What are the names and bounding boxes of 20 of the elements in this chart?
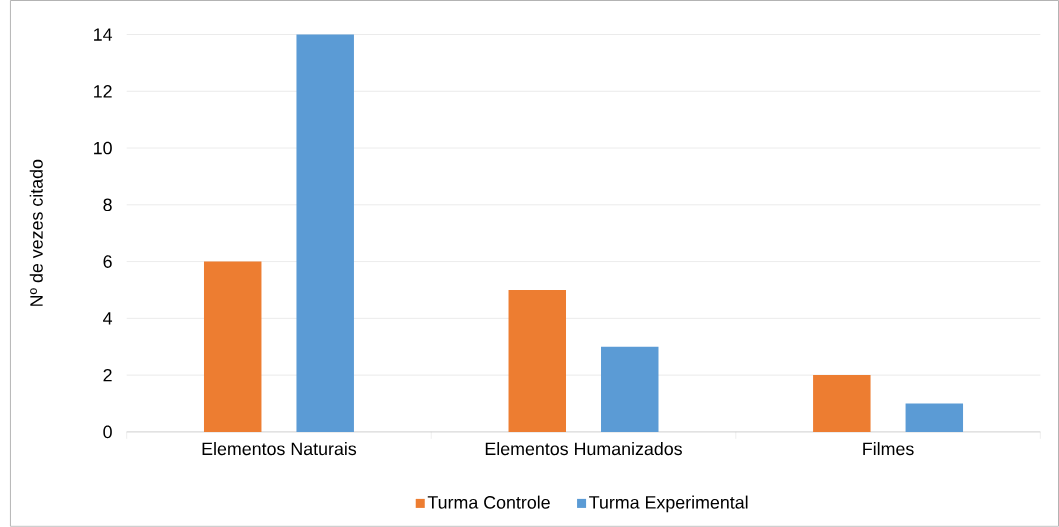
bar: [508, 290, 567, 432]
y-tick-label: 10: [94, 141, 112, 155]
y-tick-label: 2: [103, 368, 112, 382]
bar: [601, 346, 659, 432]
x-tick-label: Elementos Naturais: [202, 442, 357, 456]
legend-label: Turma Controle: [427, 495, 550, 509]
legend-label: Turma Experimental: [589, 495, 748, 513]
y-tick-label: 8: [103, 198, 112, 212]
bar: [905, 403, 964, 432]
x-tick-label: Filmes: [863, 442, 914, 456]
bar: [203, 261, 262, 432]
x-tick-label: Elementos Humanizados: [485, 442, 682, 456]
y-tick-label: 6: [103, 255, 112, 268]
bar: [813, 375, 871, 432]
y-tick-label: 0: [103, 425, 112, 439]
bar: [296, 34, 354, 432]
y-axis-title: Nº de vezes citado: [29, 159, 43, 306]
y-tick-label: 12: [94, 85, 112, 98]
y-tick-label: 14: [94, 28, 113, 41]
y-tick-label: 4: [103, 312, 113, 325]
